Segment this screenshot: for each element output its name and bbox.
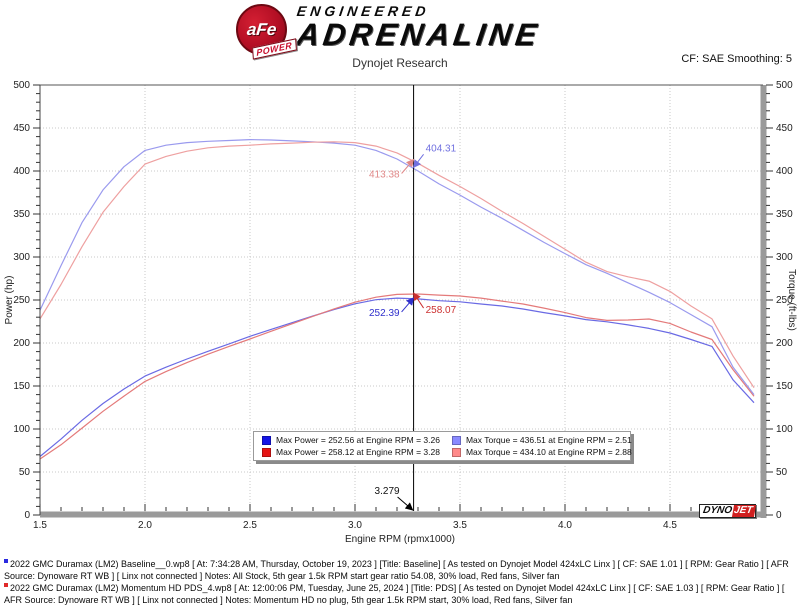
x-axis-title: Engine RPM (rpmx1000) — [345, 534, 455, 545]
y-left-tick-label: 450 — [13, 123, 30, 134]
afe-brand-logo: aFe POWER ENGINEERED ADRENALINE — [236, 3, 543, 60]
y2-axis-bar — [760, 85, 767, 518]
dynojet-logo-jet: JET — [731, 505, 757, 517]
pds-torque-at-cursor-annotation: 413.38 — [369, 158, 415, 180]
y-right-tick-label: 450 — [776, 123, 793, 134]
legend-label: Max Torque = 434.10 at Engine RPM = 2.88 — [465, 447, 632, 457]
y-left-tick-label: 250 — [13, 295, 30, 306]
legend-label: Max Power = 252.56 at Engine RPM = 3.26 — [276, 435, 440, 445]
curves — [39, 139, 755, 460]
run-note-text: 2022 GMC Duramax (LM2) Baseline__0.wp8 [… — [4, 559, 789, 581]
x-tick-label: 4.0 — [558, 520, 572, 531]
cursor-rpm-annotation: 3.279 — [375, 486, 414, 511]
pds-run-marker-icon — [4, 583, 8, 587]
legend-item-baseline-torque: Max Torque = 436.51 at Engine RPM = 2.51 — [451, 435, 632, 445]
y-right-tick-label: 400 — [776, 166, 793, 177]
x-tick-label: 3.5 — [453, 520, 467, 531]
afe-badge-icon: aFe POWER — [236, 4, 297, 60]
y-left-tick-label: 350 — [13, 209, 30, 220]
baseline-power-curve — [39, 297, 755, 457]
cf-smoothing-note: CF: SAE Smoothing: 5 — [681, 53, 792, 65]
cursor-rpm-label: 3.279 — [375, 486, 400, 497]
dyno-chart: 0 0 50 50 100 100 150 150 200 200 250 250 300 300 350 3… — [4, 80, 797, 545]
x-tick-label: 2.5 — [243, 520, 257, 531]
y-right-tick-label: 150 — [776, 381, 793, 392]
x-tick-label: 2.0 — [138, 520, 152, 531]
y-right-tick-label: 350 — [776, 209, 793, 220]
y-right-tick-label: 50 — [776, 467, 788, 478]
pds-torque-swatch-icon — [451, 447, 461, 457]
dynojet-logo-dyno: DYNO — [702, 505, 733, 516]
baseline-torque-curve — [39, 139, 755, 395]
x-tick-label: 3.0 — [348, 520, 362, 531]
y-left-tick-label: 300 — [13, 252, 30, 263]
legend-item-pds-torque: Max Torque = 434.10 at Engine RPM = 2.88 — [451, 447, 632, 457]
x-tick-label: 4.5 — [663, 520, 677, 531]
y-right-tick-label: 250 — [776, 295, 793, 306]
y-left-tick-label: 50 — [19, 467, 31, 478]
dynojet-logo: DYNO JET — [699, 504, 757, 518]
y-right-tick-label: 300 — [776, 252, 793, 263]
baseline-run-marker-icon — [4, 559, 8, 563]
y-left-tick-label: 400 — [13, 166, 30, 177]
y-left-axis-title: Power (hp) — [4, 276, 15, 325]
pds-torque-at-cursor-label: 413.38 — [369, 169, 400, 180]
run-note-text: 2022 GMC Duramax (LM2) Momentum HD PDS_4… — [4, 583, 785, 605]
legend-item-baseline-power: Max Power = 252.56 at Engine RPM = 3.26 — [262, 435, 440, 445]
baseline-torque-at-cursor-annotation: 404.31 — [412, 143, 457, 169]
y-right-tick-label: 200 — [776, 338, 793, 349]
legend-label: Max Torque = 436.51 at Engine RPM = 2.51 — [465, 435, 632, 445]
baseline-power-at-cursor-annotation: 252.39 — [369, 297, 415, 319]
baseline-power-at-cursor-label: 252.39 — [369, 308, 400, 319]
x-tick-label: 1.5 — [33, 520, 47, 531]
y-left-tick-label: 0 — [24, 510, 30, 521]
y-right-tick-label: 100 — [776, 424, 793, 435]
legend-item-pds-power: Max Power = 258.12 at Engine RPM = 3.28 — [262, 447, 440, 457]
baseline-torque-at-cursor-label: 404.31 — [426, 143, 457, 154]
chart-legend: Max Power = 252.56 at Engine RPM = 3.26 … — [253, 431, 632, 461]
pds-torque-curve — [39, 141, 755, 389]
y-left-tick-label: 100 — [13, 424, 30, 435]
axis-ticks: 0 0 50 50 100 100 150 150 200 200 250 250 300 300 350 3… — [13, 80, 793, 531]
pds-power-curve — [39, 293, 755, 460]
y-right-tick-label: 500 — [776, 80, 793, 91]
baseline-power-swatch-icon — [262, 435, 271, 445]
pds-power-at-cursor-annotation: 258.07 — [413, 292, 457, 316]
y-right-tick-label: 0 — [776, 510, 782, 521]
report-title: Dynojet Research — [352, 56, 448, 70]
x-axis-bar — [40, 511, 763, 518]
afe-badge-text: aFe — [245, 19, 278, 39]
legend-label: Max Power = 258.12 at Engine RPM = 3.28 — [276, 447, 440, 457]
y-left-tick-label: 500 — [13, 80, 30, 91]
y-left-tick-label: 200 — [13, 338, 30, 349]
pds-power-swatch-icon — [262, 447, 271, 457]
run-note-pds: 2022 GMC Duramax (LM2) Momentum HD PDS_4… — [4, 583, 797, 606]
pds-power-at-cursor-label: 258.07 — [426, 305, 457, 316]
y-left-tick-label: 150 — [13, 381, 30, 392]
baseline-torque-swatch-icon — [451, 435, 461, 445]
gridlines — [40, 85, 763, 515]
y-right-axis-title: Torque (ft-lbs) — [786, 269, 797, 331]
run-note-baseline: 2022 GMC Duramax (LM2) Baseline__0.wp8 [… — [4, 559, 797, 582]
